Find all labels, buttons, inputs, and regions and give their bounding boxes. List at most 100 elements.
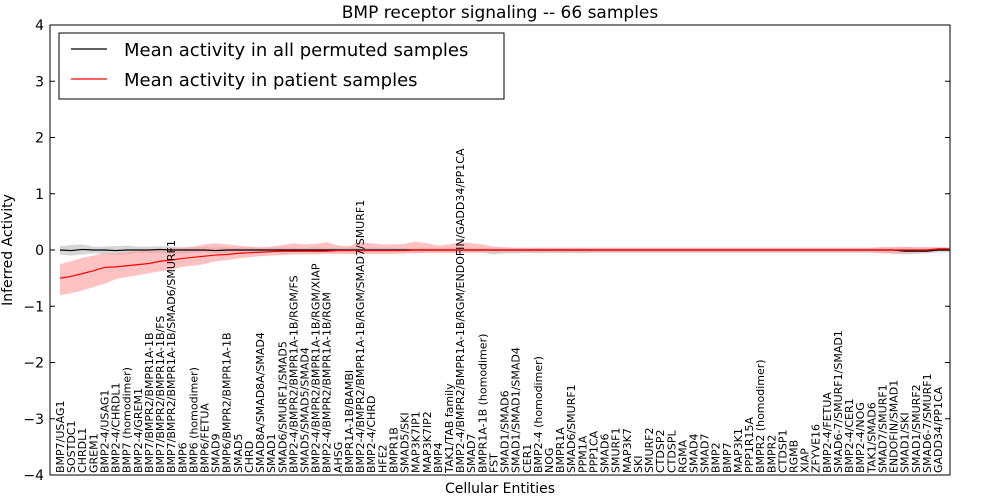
x-tick-label: SMAD1/SMURF2 <box>910 384 923 473</box>
x-tick-label: AHSG <box>332 442 345 473</box>
x-tick-label: SMAD4 <box>687 434 700 473</box>
x-tick-label: MAP3K7 <box>621 428 634 473</box>
plot-frame <box>49 24 951 476</box>
x-tick-label: SMAD1/SKI <box>899 412 912 473</box>
x-tick-label: CTDSP1 <box>776 430 789 473</box>
x-tick-label: BMP2-4/BMPR2/BMPR1A-1B/RGM/XIAP <box>310 263 323 473</box>
x-tick-label: SMAD5/SKI <box>399 412 412 473</box>
y-axis-ticks: −4 −3 −2 −1 0 1 2 3 4 <box>23 18 950 484</box>
x-tick-label: BMP2-4/CER1 <box>843 398 856 473</box>
x-tick-label: TAK1/TAB family <box>443 383 456 474</box>
x-tick-label: CTDSP2 <box>654 430 667 473</box>
x-tick-label: BMP2-4/BMPR2/BMPR1A-1B/RGM/FS <box>287 275 300 473</box>
x-tick-label: GADD34/PP1CA <box>932 386 945 473</box>
x-tick-label: BMP7/BMPR2/BMPR1A-1B/SMAD6/SMURF1 <box>165 240 178 473</box>
confidence-band-series-1 <box>60 241 950 295</box>
x-tick-label: BMPR2 <box>765 435 778 473</box>
x-tick-label: SMAD6-7/SMURF1 <box>921 373 934 473</box>
x-tick-label: HFE2 <box>376 444 389 473</box>
x-tick-label: BMP6/FETUA <box>198 403 211 473</box>
x-tick-label: BMP2-4/CHRDL1 <box>110 382 123 473</box>
x-tick-label: SMAD6/SMURF1/SMAD5 <box>276 341 289 473</box>
x-tick-label: PPM1A <box>576 435 589 473</box>
x-tick-label: PPP1CA <box>587 430 600 473</box>
x-tick-label: MAP3K7IP2 <box>421 411 434 473</box>
x-tick-label: XIAP <box>799 448 812 473</box>
x-tick-label: BMP2-4/FETUA <box>821 392 834 473</box>
series-lines <box>59 248 950 279</box>
x-tick-label: ENDOFIN/SMAD1 <box>888 380 901 473</box>
x-tick-label: BMPR1A <box>554 427 567 473</box>
legend: Mean activity in all permuted samples Me… <box>58 32 505 100</box>
x-tick-label: BMP4 <box>432 442 445 473</box>
legend-label-permuted: Mean activity in all permuted samples <box>124 40 468 61</box>
x-tick-label: BMP6 (homodimer) <box>187 367 200 473</box>
x-tick-label: BMP2-4/NOG <box>854 402 867 473</box>
x-tick-label: SMAD1/SMAD6 <box>499 390 512 473</box>
x-tick-label: CHRD <box>243 441 256 473</box>
x-tick-label: BMP7 (homodimer) <box>121 367 134 473</box>
x-tick-label: SMAD1 <box>265 434 278 473</box>
x-tick-label: SMAD7 <box>465 434 478 473</box>
x-tick-label: ZFYVE16 <box>810 424 823 473</box>
y-axis-label: Inferred Activity <box>0 194 16 306</box>
chart-title: BMP receptor signaling -- 66 samples <box>342 3 659 23</box>
x-tick-label: SMAD6 <box>599 434 612 473</box>
x-tick-label: MAP3K7IP1 <box>410 411 423 473</box>
y-tick-label: 4 <box>35 18 44 34</box>
x-tick-label: BMP2-4/BMPR2/BMPR1A-1B/RGM/ENDOFIN/GADD3… <box>454 148 467 473</box>
x-tick-label: BMP2-4/USAG1 <box>98 390 111 473</box>
legend-label-patient: Mean activity in patient samples <box>124 70 418 91</box>
x-tick-label: BMP7 <box>721 442 734 473</box>
x-tick-label: BMP6 <box>176 442 189 473</box>
x-tick-label: SMAD9 <box>210 434 223 473</box>
x-tick-label: RGMA <box>676 439 689 473</box>
x-tick-label: SMAD8A/SMAD8A/SMAD4 <box>254 332 267 473</box>
x-tick-label: GREM1 <box>87 433 100 473</box>
x-tick-label: SKI <box>632 456 645 473</box>
x-tick-label: SMAD7/SMURF1 <box>876 384 889 473</box>
y-tick-label: −4 <box>23 468 44 484</box>
x-tick-label: FST <box>487 453 500 473</box>
x-tick-label: BMP2 <box>710 442 723 473</box>
x-tick-label: CER1 <box>521 444 534 473</box>
x-tick-label: BMP2-4/BMPR2/BMPR1A-1B/RGM <box>321 292 334 473</box>
y-tick-label: 1 <box>35 187 44 203</box>
x-tick-label: SMAD5 <box>232 434 245 473</box>
x-tick-label: SOSTDC1 <box>65 421 78 474</box>
x-tick-label: BMP2-4/CHRD <box>365 396 378 473</box>
x-tick-label: NOG <box>543 448 556 473</box>
x-tick-label: TAK1/SMAD6 <box>865 402 878 474</box>
x-tick-label: CHRDL1 <box>76 428 89 473</box>
y-tick-label: 3 <box>35 74 44 90</box>
legend-box <box>58 32 505 100</box>
x-tick-label: CTDSPL <box>665 430 678 473</box>
x-axis-label: Cellular Entities <box>445 481 555 497</box>
x-tick-label: BMP7/BMPR2/BMPR1A-1B/FS <box>154 316 167 473</box>
x-tick-label: SMAD6-7/SMURF1/SMAD1 <box>832 330 845 473</box>
x-tick-label: SMAD1/SMAD1/SMAD4 <box>510 347 523 473</box>
mean-line-series-1 <box>59 248 950 279</box>
x-tick-label: BMP7/BMPR2/BMPR1A-1B <box>143 332 156 473</box>
x-tick-label: SMAD7 <box>699 434 712 473</box>
x-tick-label: BMP7/USAG1 <box>54 401 67 473</box>
x-tick-label: SMURF2 <box>643 428 656 474</box>
x-tick-label: PPP1R15A <box>743 416 756 473</box>
y-tick-label: 2 <box>35 131 44 147</box>
x-tick-label: MAP3K1 <box>732 428 745 473</box>
x-tick-label: SMAD6/SMURF1 <box>565 384 578 473</box>
x-tick-label: RGMB <box>788 440 801 473</box>
x-tick-label: BMP2-4 (homodimer) <box>532 356 545 473</box>
x-tick-label: BMP2-4/GREM1 <box>132 388 145 473</box>
y-tick-label: −1 <box>23 299 44 315</box>
x-tick-label: BMP2-4/BMPR2/BMPR1A-1B/RGM/SMAD7/SMURF1 <box>354 200 367 473</box>
x-tick-label: BMPR1A-1B/BAMBI <box>343 370 356 473</box>
x-tick-label: BMP6/BMPR2/BMPR1A-1B <box>221 332 234 473</box>
x-tick-label: BMPR2 (homodimer) <box>754 359 767 473</box>
y-tick-label: −2 <box>23 356 44 372</box>
x-tick-label: BMPR1B <box>387 427 400 473</box>
x-axis-tick-labels: BMP7/USAG1SOSTDC1CHRDL1GREM1BMP2-4/USAG1… <box>54 148 945 474</box>
x-tick-label: SMAD5/SMAD5/SMAD4 <box>299 347 312 473</box>
x-tick-label: BMPR1A-1B (homodimer) <box>476 334 489 473</box>
